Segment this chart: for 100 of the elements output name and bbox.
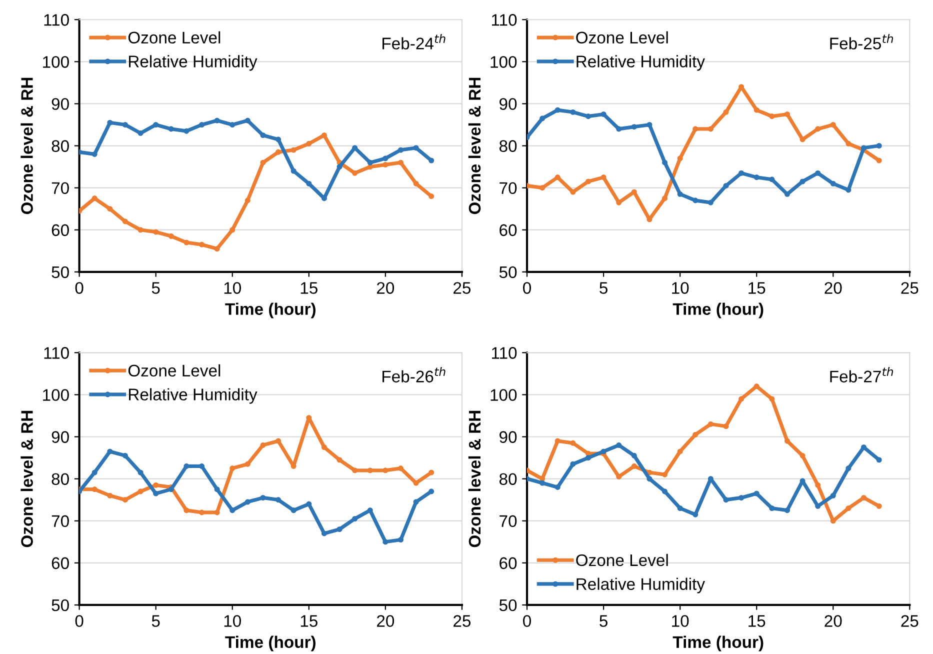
point bbox=[738, 494, 744, 500]
y-tick-label: 60 bbox=[52, 224, 69, 236]
point bbox=[738, 396, 744, 402]
x-tick-label: 0 bbox=[75, 615, 84, 627]
point bbox=[168, 486, 174, 492]
point bbox=[306, 140, 312, 146]
point bbox=[321, 132, 327, 138]
point bbox=[646, 122, 652, 128]
x-tick-label: 15 bbox=[300, 615, 318, 627]
point bbox=[692, 432, 698, 438]
point bbox=[306, 501, 312, 507]
legend-label: Ozone Level bbox=[128, 31, 220, 44]
point bbox=[122, 452, 128, 458]
point bbox=[276, 497, 282, 503]
point bbox=[382, 156, 388, 162]
annotation: Feb-25$^{th}$ bbox=[830, 34, 894, 50]
x-tick-label: 20 bbox=[377, 615, 394, 627]
point bbox=[631, 189, 637, 195]
point bbox=[382, 162, 388, 168]
y-tick-label: 100 bbox=[490, 389, 517, 401]
x-tick-label: 25 bbox=[901, 615, 918, 627]
point bbox=[260, 132, 266, 138]
legend-label: Relative Humidity bbox=[129, 388, 258, 404]
point bbox=[352, 468, 358, 474]
x-tick-label: 15 bbox=[748, 615, 766, 627]
point bbox=[585, 114, 592, 120]
point bbox=[616, 126, 622, 132]
point bbox=[616, 442, 622, 448]
point bbox=[631, 452, 637, 458]
point bbox=[230, 227, 236, 233]
y-tick-label: 70 bbox=[52, 515, 69, 528]
legend-label: Ozone Level bbox=[576, 31, 668, 44]
point bbox=[398, 536, 404, 543]
legend-label: Relative Humidity bbox=[129, 55, 258, 71]
y-tick-label: 110 bbox=[492, 14, 517, 26]
point bbox=[723, 497, 729, 503]
x-tick-label: 5 bbox=[152, 615, 160, 627]
point bbox=[214, 118, 220, 124]
point bbox=[260, 442, 266, 448]
legend-label: Ozone Level bbox=[128, 364, 220, 377]
point bbox=[413, 480, 419, 486]
point bbox=[244, 499, 250, 505]
point bbox=[570, 461, 576, 467]
x-axis-title: Time (hour) bbox=[672, 636, 764, 652]
point bbox=[153, 122, 159, 128]
point bbox=[554, 107, 560, 113]
point bbox=[138, 130, 144, 136]
point bbox=[428, 158, 434, 164]
point bbox=[276, 136, 282, 142]
point bbox=[336, 164, 342, 170]
point bbox=[815, 126, 821, 132]
point bbox=[846, 466, 852, 472]
point bbox=[708, 421, 714, 427]
point bbox=[168, 126, 174, 132]
x-tick-label: 20 bbox=[377, 282, 394, 294]
point bbox=[290, 508, 296, 514]
point bbox=[754, 107, 760, 113]
point bbox=[769, 505, 775, 512]
point bbox=[754, 490, 760, 496]
point bbox=[352, 516, 358, 522]
point bbox=[413, 180, 419, 186]
x-tick-label: 20 bbox=[824, 282, 842, 294]
y-tick-label: 80 bbox=[499, 140, 517, 152]
x-tick-label: 10 bbox=[672, 282, 689, 294]
point bbox=[662, 160, 668, 166]
point bbox=[815, 170, 821, 176]
point bbox=[646, 476, 652, 482]
x-axis-title: Time (hour) bbox=[225, 636, 316, 652]
point bbox=[784, 111, 790, 118]
x-tick-label: 25 bbox=[901, 282, 918, 294]
point bbox=[122, 122, 128, 128]
x-axis-title: Time (hour) bbox=[672, 302, 764, 318]
point bbox=[428, 488, 434, 494]
point bbox=[585, 178, 592, 184]
point bbox=[754, 174, 760, 180]
point bbox=[214, 246, 220, 252]
point bbox=[876, 158, 882, 164]
point bbox=[570, 440, 576, 446]
y-axis-title: Ozone level & RH bbox=[20, 410, 33, 548]
y-tick-label: 90 bbox=[500, 98, 517, 110]
point bbox=[554, 484, 560, 490]
point bbox=[230, 122, 236, 128]
y-tick-label: 50 bbox=[52, 266, 69, 278]
x-tick-label: 20 bbox=[824, 615, 842, 627]
x-tick-label: 0 bbox=[523, 615, 531, 627]
point bbox=[168, 233, 174, 239]
point bbox=[554, 174, 560, 180]
y-axis-title: Ozone level & RH bbox=[468, 78, 481, 214]
point bbox=[876, 503, 882, 509]
point bbox=[428, 470, 434, 476]
point bbox=[138, 488, 144, 494]
point bbox=[830, 492, 836, 498]
point bbox=[138, 227, 144, 233]
x-tick-label: 0 bbox=[75, 282, 84, 294]
point bbox=[662, 488, 668, 494]
point bbox=[723, 423, 729, 430]
point bbox=[616, 474, 622, 480]
point bbox=[122, 218, 128, 224]
point bbox=[398, 466, 404, 472]
point bbox=[244, 198, 250, 204]
